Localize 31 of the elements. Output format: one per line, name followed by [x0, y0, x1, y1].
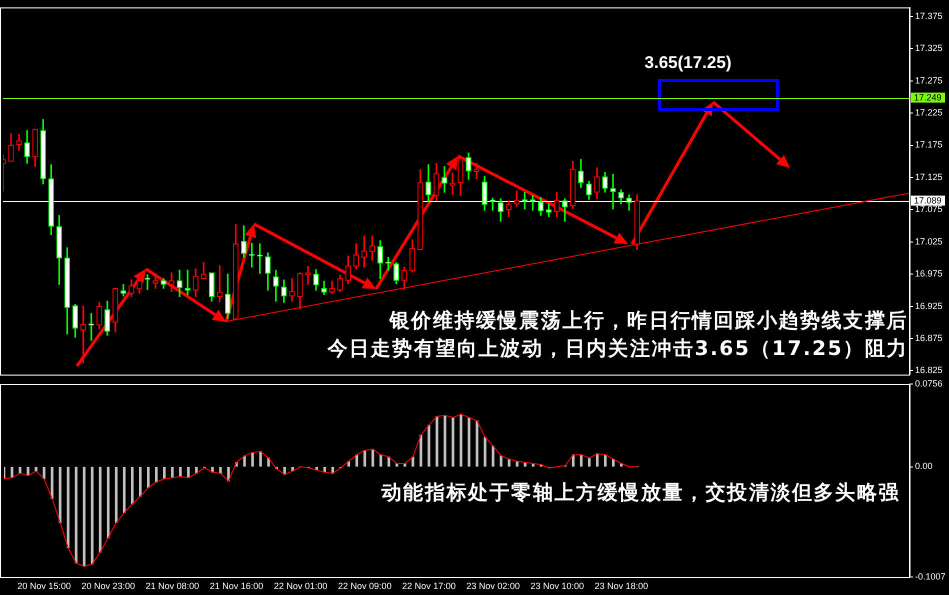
ref-line-label: 17.249	[914, 92, 942, 103]
y-tick-label: 17.275	[915, 75, 943, 86]
x-tick-label: 23 Nov 10:00	[530, 580, 584, 591]
y-tick-label: 16.875	[915, 333, 943, 344]
y-tick-label: 17.375	[915, 10, 943, 21]
annotation: 3.65(17.25)	[644, 53, 732, 73]
y-tick-label: 17.325	[915, 43, 943, 54]
x-tick-label: 22 Nov 01:00	[274, 580, 328, 591]
annotation: 银价维持缓慢震荡上行，昨日行情回踩小趋势线支撑后	[390, 307, 908, 334]
y-tick-label: -0.1007	[915, 571, 946, 582]
x-tick-label: 22 Nov 17:00	[402, 580, 456, 591]
x-tick-label: 20 Nov 23:00	[81, 580, 136, 591]
y-tick-label: 16.925	[915, 300, 943, 311]
ref-line-label: 17.089	[914, 196, 942, 206]
y-tick-label: 16.825	[915, 365, 943, 376]
y-tick-label: 0.0756	[915, 378, 943, 388]
y-tick-label: 17.025	[915, 236, 943, 246]
annotation: 动能指标处于零轴上方缓慢放量，交投清淡但多头略强	[382, 479, 900, 506]
y-tick-label: 17.225	[915, 108, 943, 118]
y-tick-label: 17.075	[915, 204, 943, 214]
x-tick-label: 23 Nov 02:00	[466, 580, 520, 591]
x-tick-label: 21 Nov 08:00	[146, 580, 200, 591]
x-tick-label: 21 Nov 16:00	[210, 580, 264, 591]
annotation: 今日走势有望向上波动，日内关注冲击3.65（17.25）阻力	[327, 335, 908, 362]
y-tick-label: 16.975	[915, 268, 943, 279]
y-tick-label: 0.00	[915, 461, 933, 472]
x-tick-label: 23 Nov 18:00	[594, 580, 648, 591]
y-tick-label: 17.175	[915, 140, 943, 150]
x-tick-label: 20 Nov 15:00	[17, 580, 71, 591]
y-tick-label: 17.125	[915, 172, 943, 182]
x-tick-label: 22 Nov 09:00	[338, 580, 392, 591]
